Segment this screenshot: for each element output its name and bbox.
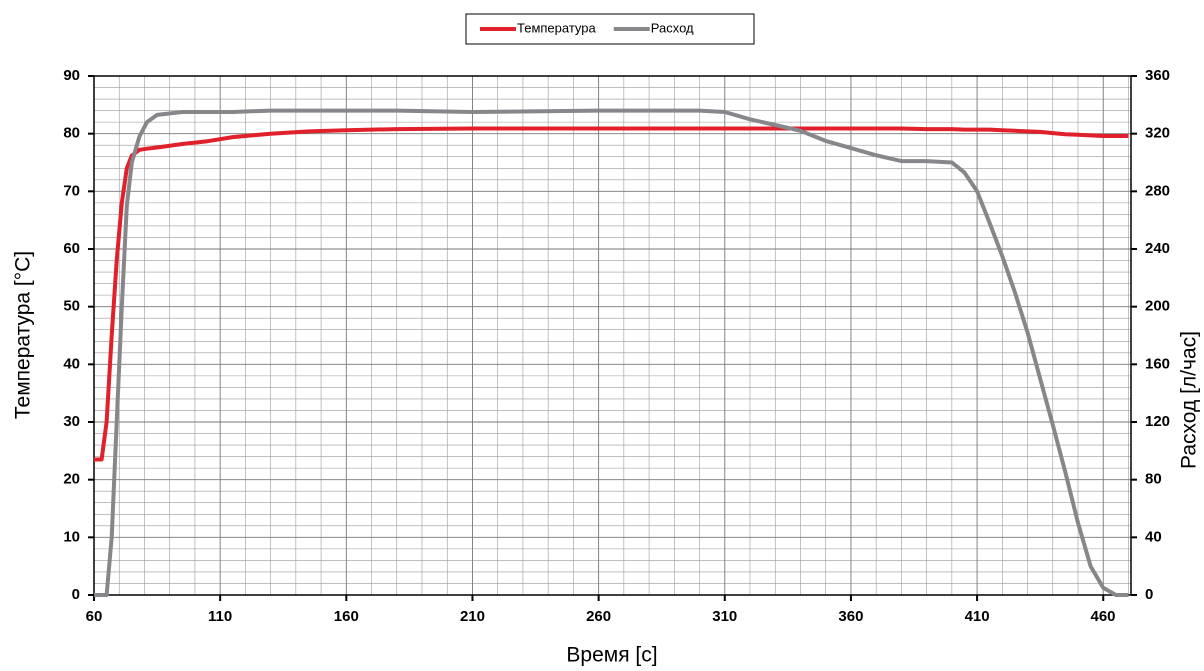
legend-label: Расход xyxy=(651,20,694,35)
y2-tick-label: 280 xyxy=(1145,182,1170,199)
x-tick-label: 410 xyxy=(965,608,990,625)
plot-frame xyxy=(93,75,1132,596)
x-axis-title: Время [с] xyxy=(566,644,657,667)
y-tick-label: 0 xyxy=(72,586,80,603)
y-axis-title: Температура [°C] xyxy=(12,251,35,419)
x-tick-label: 260 xyxy=(586,608,611,625)
legend-label: Температура xyxy=(517,20,597,35)
legend: Температура Расход xyxy=(480,20,694,35)
y2-tick-label: 0 xyxy=(1145,586,1153,603)
y-tick-label: 90 xyxy=(63,67,80,84)
x-tick-label: 160 xyxy=(334,608,359,625)
y2-tick-label: 120 xyxy=(1145,413,1170,430)
y2-tick-label: 160 xyxy=(1145,355,1170,372)
y-tick-label: 60 xyxy=(63,240,80,257)
y2-tick-label: 320 xyxy=(1145,125,1170,142)
x-tick-label: 360 xyxy=(838,608,863,625)
y-tick-label: 10 xyxy=(63,528,80,545)
y2-tick-label: 360 xyxy=(1145,67,1170,84)
y-tick-label: 80 xyxy=(63,125,80,142)
y2-tick-label: 40 xyxy=(1145,528,1162,545)
series-line xyxy=(94,108,1129,597)
x-tick-label: 110 xyxy=(208,608,232,625)
x-tick-label: 310 xyxy=(712,608,737,625)
y-tick-label: 50 xyxy=(63,298,80,315)
x-tick-label: 60 xyxy=(86,608,103,625)
y-tick-label: 20 xyxy=(63,471,80,488)
y-tick-label: 30 xyxy=(63,413,80,430)
y-tick-label: 70 xyxy=(63,182,80,199)
y2-axis-title: Расход [л/час] xyxy=(1178,331,1201,469)
y2-tick-label: 200 xyxy=(1145,298,1170,315)
series-line xyxy=(94,126,1129,462)
plot xyxy=(94,108,1129,597)
grid xyxy=(88,75,1137,601)
x-tick-label: 210 xyxy=(460,608,485,625)
y2-tick-label: 80 xyxy=(1145,471,1162,488)
x-tick-label: 460 xyxy=(1090,608,1115,625)
y-tick-label: 40 xyxy=(63,355,80,372)
y2-tick-label: 240 xyxy=(1145,240,1170,257)
